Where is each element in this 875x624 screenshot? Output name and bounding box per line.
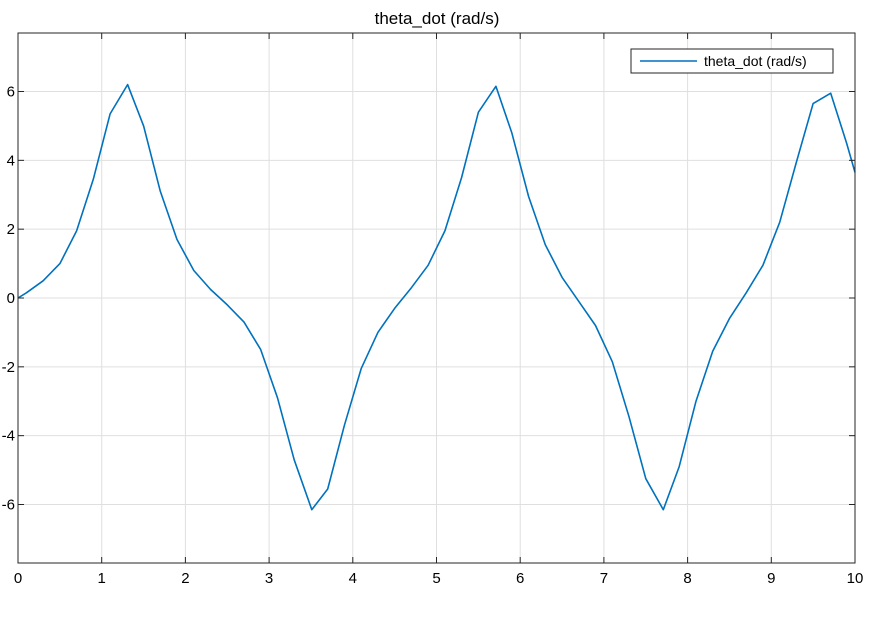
x-tick-label: 2 [181,570,189,587]
chart-title: theta_dot (rad/s) [375,9,500,28]
x-tick-label: 0 [14,570,22,587]
x-tick-label: 7 [600,570,608,587]
y-tick-label: 4 [7,152,15,169]
y-tick-label: 0 [7,290,15,307]
x-tick-label: 4 [349,570,357,587]
x-tick-label: 1 [98,570,106,587]
y-tick-label: 2 [7,221,15,238]
y-tick-label: -4 [2,428,15,445]
legend: theta_dot (rad/s) [630,48,834,74]
y-tick-label: -2 [2,359,15,376]
plot-area: 0 1 2 3 4 5 6 7 8 9 10 -6 -4 -2 0 2 4 6 [2,32,864,587]
y-tick-label: 6 [7,84,15,101]
y-tick-label: -6 [2,496,15,513]
x-tick-label: 5 [432,570,440,587]
x-tick-label: 3 [265,570,273,587]
series-line [17,83,856,511]
x-tick-label: 8 [683,570,691,587]
x-tick-label: 9 [767,570,775,587]
x-tick-label: 10 [847,570,864,587]
x-tick-label: 6 [516,570,524,587]
legend-label: theta_dot (rad/s) [704,53,807,69]
